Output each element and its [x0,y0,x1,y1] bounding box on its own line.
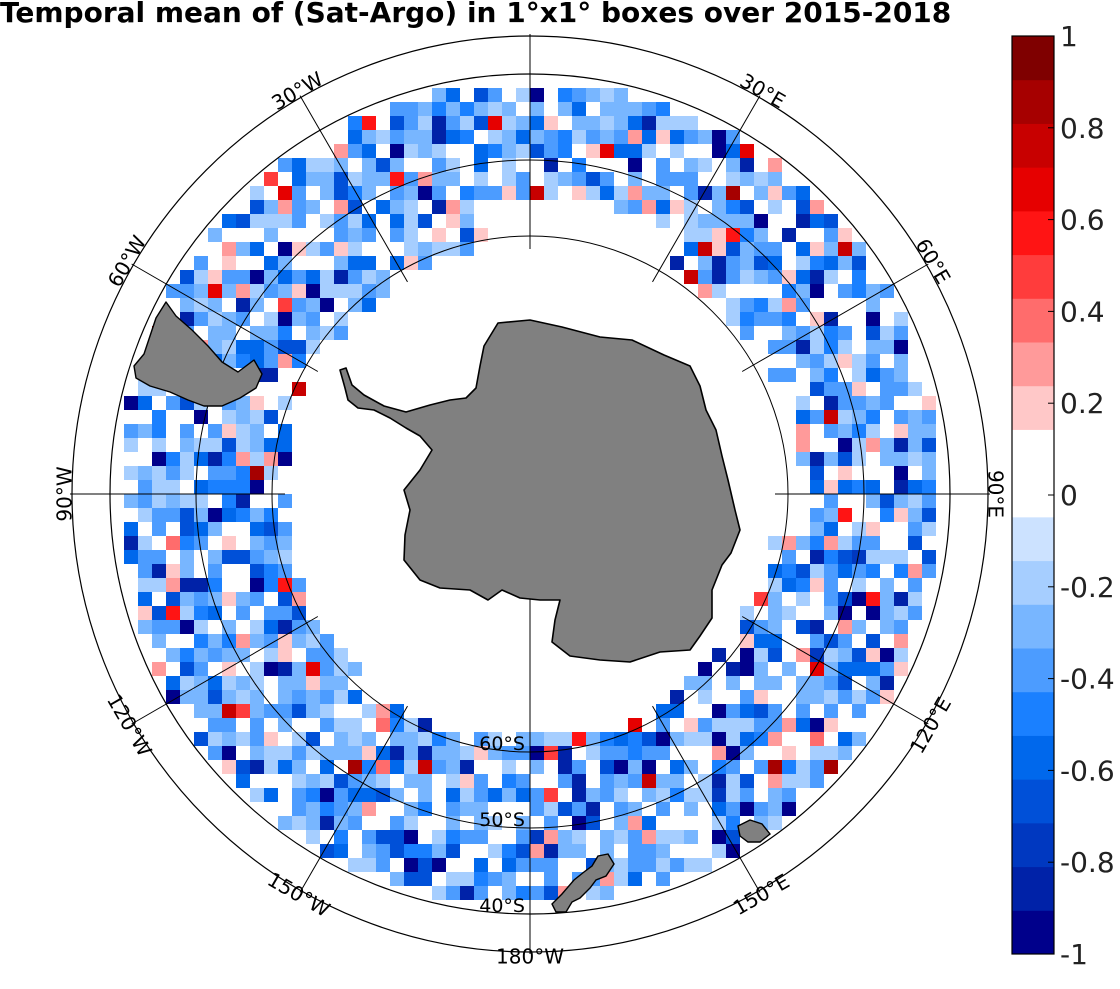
colorbar-swatch [1012,210,1054,256]
colorbar: 1 0.8 0.6 0.4 0.2 0 -0.2 -0.4 -0.6 -0.8 -1 [1011,20,1115,971]
colorbar-swatch [1012,604,1054,649]
colorbar-swatch [1012,254,1054,299]
latitude-label: 60°S [479,733,525,755]
colorbar-tick-label: 0.8 [1060,112,1105,145]
peninsula-landmass [133,301,263,407]
colorbar-swatch [1012,648,1054,693]
colorbar-swatch [1012,779,1054,824]
antarctica-landmass [339,319,741,663]
colorbar-swatch [1012,866,1054,911]
colorbar-tick-label: -0.6 [1060,754,1115,787]
colorbar-swatch [1012,385,1054,430]
colorbar-swatch [1012,123,1054,168]
colorbar-swatch [1012,473,1054,518]
colorbar-swatch [1012,79,1054,124]
longitude-label: 150°W [263,867,334,922]
longitude-label: 30°W [267,67,327,116]
colorbar-swatch [1012,910,1054,955]
longitude-label: 60°W [103,231,152,291]
colorbar-swatch [1012,735,1054,780]
colorbar-swatch [1012,342,1054,387]
colorbar-swatch [1012,691,1054,736]
longitude-label: 90°E [984,470,1008,518]
colorbar-tick-label: 0.6 [1060,204,1105,237]
colorbar-swatch [1012,36,1054,81]
colorbar-tick-label: -0.4 [1060,663,1115,696]
colorbar-tick-label: 0.4 [1060,295,1105,328]
map-title: Temporal mean of (Sat-Argo) in 1°x1° box… [0,0,952,29]
longitude-label: 90°W [53,466,77,521]
data-grid [124,88,936,900]
tasmania-landmass [737,819,771,843]
latitude-label: 40°S [479,895,525,917]
new-zealand-landmass [551,853,615,913]
colorbar-swatch [1012,516,1054,562]
colorbar-swatch [1012,298,1054,343]
colorbar-tick-label: -0.8 [1060,846,1115,879]
longitude-label: 120°E [905,693,956,758]
landmass [133,301,771,913]
colorbar-swatch [1012,167,1054,212]
colorbar-tick-label: 1 [1060,20,1078,53]
colorbar-tick-label: -0.2 [1060,571,1115,604]
longitude-label: 120°W [102,690,157,761]
colorbar-tick-label: 0 [1060,479,1078,512]
longitude-label: 60°E [911,234,956,288]
colorbar-swatch [1012,429,1054,474]
colorbar-tick-label: 0.2 [1060,387,1105,420]
colorbar-swatch [1012,822,1054,868]
longitude-label: 30°E [736,68,790,113]
longitude-label: 180°W [496,945,564,969]
colorbar-tick-label: -1 [1060,938,1088,971]
colorbar-swatch [1012,560,1054,605]
graticule [70,34,990,954]
longitude-label: 150°E [729,869,794,920]
latitude-label: 50°S [479,809,525,831]
